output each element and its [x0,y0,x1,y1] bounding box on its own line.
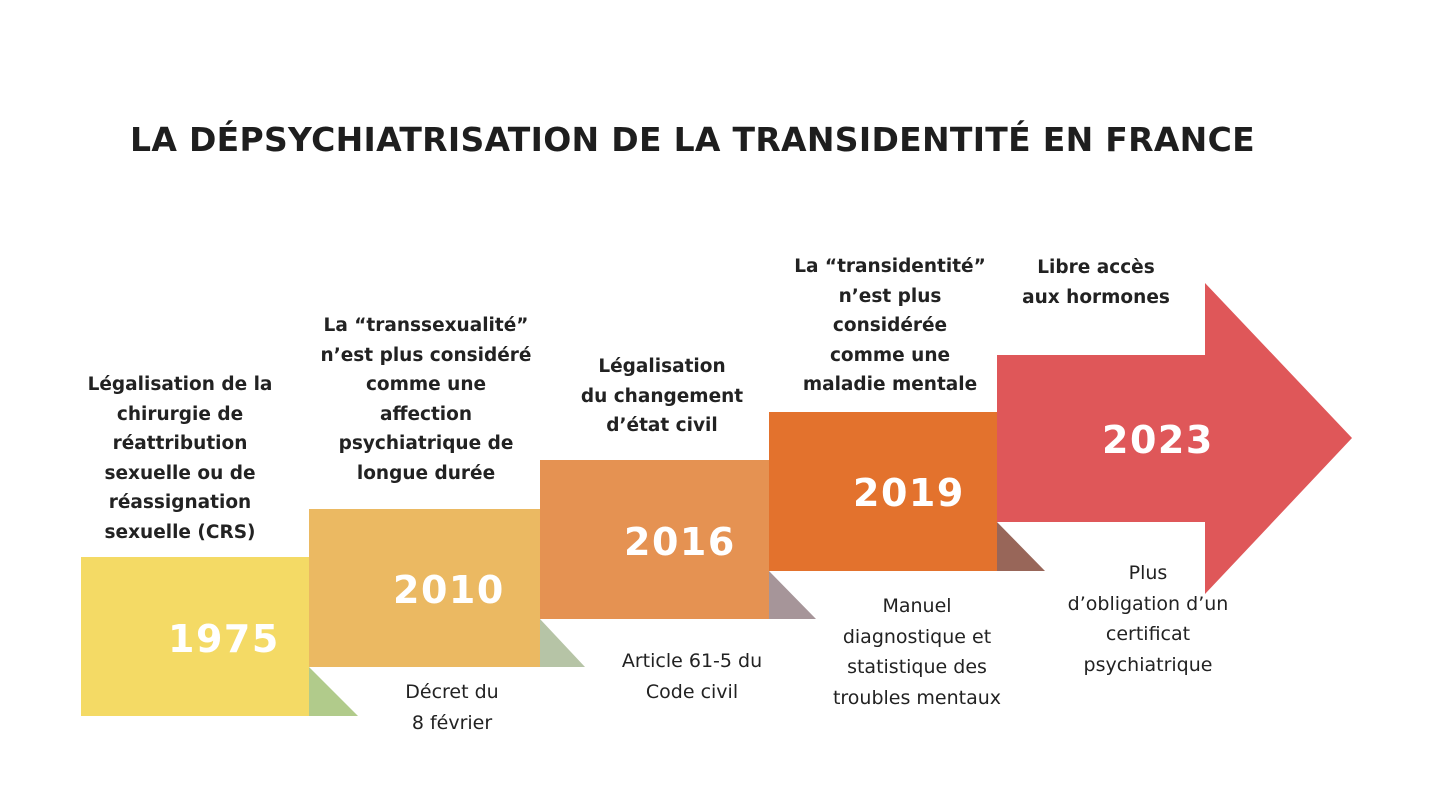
step-fold-1975 [309,667,358,716]
step-source-2019: Manuel diagnostique et statistique des t… [832,595,1002,709]
year-label-2016: 2016 [624,520,736,564]
step-fold-2016 [769,571,816,619]
year-label-2023: 2023 [1102,418,1214,462]
step-description-2019: La “transidentité” n’est plus considérée… [794,256,986,395]
step-description-2010: La “transsexualité” n’est plus considéré… [320,315,532,484]
step-fold-2019 [997,522,1045,571]
step-description-1975: Légalisation de la chirurgie de réattrib… [87,374,273,543]
step-block-1975 [81,557,309,716]
step-block-2016 [540,460,769,619]
year-label-2010: 2010 [393,568,505,612]
step-source-2010: Décret du 8 février [405,681,499,734]
step-fold-2010 [540,619,585,667]
year-label-1975: 1975 [168,617,280,661]
step-description-2016: Légalisation du changement d’état civil [580,356,744,436]
page-title: LA DÉPSYCHIATRISATION DE LA TRANSIDENTIT… [130,120,1255,159]
step-source-2016: Article 61-5 du Code civil [621,650,763,703]
year-label-2019: 2019 [853,471,965,515]
step-block-2010 [309,509,540,667]
step-source-2023: Plus d’obligation d’un certificat psychi… [1067,562,1229,676]
step-block-2019 [769,412,997,571]
step-arrow-2023 [997,283,1352,594]
step-description-2023: Libre accès aux hormones [1022,257,1170,308]
